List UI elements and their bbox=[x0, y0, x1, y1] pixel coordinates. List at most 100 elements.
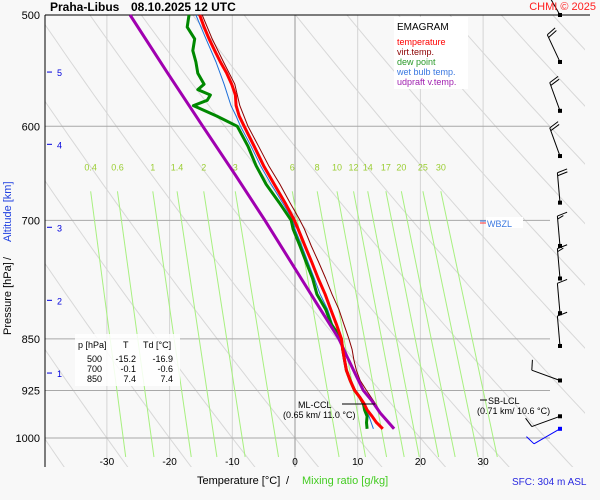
dry-adiabat bbox=[89, 15, 447, 467]
barb-feather bbox=[557, 171, 568, 177]
barb-feather bbox=[525, 417, 533, 427]
altitude-tick-label: 5 bbox=[57, 68, 62, 78]
label-layer: Praha-Libus 08.10.2025 12 UTC CHMI © 202… bbox=[2, 0, 596, 488]
x-tick-label: -10 bbox=[225, 457, 240, 468]
barb-feather bbox=[557, 211, 568, 217]
dry-adiabat bbox=[45, 100, 320, 467]
mixing-ratio-label: 20 bbox=[396, 162, 406, 172]
wind-barb bbox=[526, 426, 562, 445]
dry-adiabat bbox=[45, 348, 129, 467]
barb-feather bbox=[557, 311, 568, 317]
table-header: p [hPa] bbox=[78, 340, 107, 350]
barb-staff bbox=[556, 248, 561, 279]
mixing-ratio-label: 30 bbox=[436, 162, 446, 172]
legend-item: temperature bbox=[397, 37, 446, 47]
mixing-ratio-label: 3 bbox=[233, 162, 238, 172]
mixing-ratio-line bbox=[176, 191, 218, 458]
x-tick-label: -20 bbox=[162, 457, 177, 468]
legend-item: udpraft v.temp. bbox=[397, 77, 456, 87]
dry-adiabat bbox=[243, 15, 585, 414]
x-axis-label: Temperature [°C] bbox=[197, 475, 280, 487]
barb-feather bbox=[557, 278, 568, 284]
y-tick-label: 925 bbox=[22, 385, 40, 397]
mixing-ratio-line bbox=[400, 191, 456, 458]
barb-station bbox=[558, 414, 562, 419]
x-axis-label-separator: / bbox=[286, 475, 290, 487]
wind-barb bbox=[556, 168, 568, 205]
mixing-ratio-label: 1 bbox=[150, 162, 155, 172]
wind-barb bbox=[549, 75, 562, 113]
svg-text:-15.2: -15.2 bbox=[115, 354, 136, 364]
datetime-title: 08.10.2025 12 UTC bbox=[131, 0, 236, 14]
ml-ccl-value: (0.65 km/ 11.0 °C) bbox=[283, 410, 355, 420]
barb-station bbox=[558, 426, 562, 431]
barb-feather bbox=[550, 78, 560, 86]
svg-text:700: 700 bbox=[87, 364, 102, 374]
y-axis-label-separator: / bbox=[2, 256, 14, 260]
dry-adiabat bbox=[45, 23, 383, 467]
barb-staff bbox=[531, 415, 561, 428]
x-tick-label: -30 bbox=[100, 457, 115, 468]
barb-feather bbox=[548, 30, 557, 38]
y-tick-label: 600 bbox=[22, 121, 40, 133]
wind-barb bbox=[556, 244, 568, 281]
barb-staff bbox=[549, 127, 561, 157]
series-virt-temp bbox=[201, 14, 394, 430]
ml-ccl-label: ML-CCL bbox=[298, 400, 332, 410]
dry-adiabat bbox=[294, 15, 585, 349]
mixing-ratio-label: 8 bbox=[315, 162, 320, 172]
mixing-ratio-line bbox=[422, 191, 479, 458]
wind-barb bbox=[525, 414, 562, 428]
y-tick-label: 850 bbox=[22, 334, 40, 346]
altitude-tick-label: 1 bbox=[57, 369, 62, 379]
dry-adiabat bbox=[449, 15, 585, 165]
svg-text:-0.6: -0.6 bbox=[157, 364, 173, 374]
barb-feather bbox=[557, 244, 568, 250]
mixing-ratio-line bbox=[116, 191, 155, 458]
mixing-ratio-label: 1.4 bbox=[171, 162, 184, 172]
barb-station bbox=[558, 343, 562, 348]
dry-adiabat bbox=[346, 15, 585, 286]
table-header: T bbox=[123, 340, 129, 350]
barb-feather bbox=[531, 359, 533, 371]
barb-staff bbox=[549, 82, 561, 111]
series-layer bbox=[128, 14, 396, 430]
barb-feather bbox=[557, 168, 568, 174]
table-row: 500 -15.2 -16.9 bbox=[87, 354, 173, 364]
svg-text:-16.9: -16.9 bbox=[152, 354, 173, 364]
altitude-tick-label: 4 bbox=[57, 140, 62, 150]
barb-station bbox=[558, 200, 562, 205]
svg-text:7.4: 7.4 bbox=[160, 374, 173, 384]
barb-station bbox=[558, 378, 562, 383]
barb-station bbox=[558, 154, 562, 159]
wind-barb bbox=[531, 359, 562, 383]
copyright: CHMI © 2025 bbox=[529, 1, 596, 13]
legend-item: dew point bbox=[397, 57, 436, 67]
x-tick-label: 10 bbox=[352, 457, 364, 468]
table-row: 850 7.4 7.4 bbox=[87, 374, 173, 384]
legend-background bbox=[394, 17, 468, 89]
mixing-ratio-label: 25 bbox=[418, 162, 428, 172]
dry-adiabat bbox=[192, 15, 574, 467]
sb-lcl-value: (0.71 km/ 10.6 °C) bbox=[477, 406, 550, 416]
series-udpraft-v-temp bbox=[128, 14, 396, 430]
x-tick-label: 0 bbox=[292, 457, 298, 468]
mixing-ratio-label: 12 bbox=[349, 162, 359, 172]
wbzl-background bbox=[486, 217, 523, 228]
altitude-tick-label: 2 bbox=[57, 296, 62, 306]
mixing-ratio-line bbox=[316, 191, 367, 458]
mixing-ratio-line bbox=[90, 191, 127, 458]
barb-staff bbox=[556, 216, 561, 247]
dry-adiabat bbox=[397, 15, 585, 225]
svg-text:500: 500 bbox=[87, 354, 102, 364]
mixing-ratio-line bbox=[367, 191, 420, 458]
wind-barb bbox=[549, 121, 562, 159]
wind-barb bbox=[556, 211, 568, 248]
table-background bbox=[75, 334, 180, 386]
barb-station bbox=[558, 276, 562, 281]
dry-adiabat bbox=[45, 180, 256, 467]
mixing-ratio-line bbox=[203, 191, 246, 458]
mixing-ratio-label: 2 bbox=[201, 162, 206, 172]
